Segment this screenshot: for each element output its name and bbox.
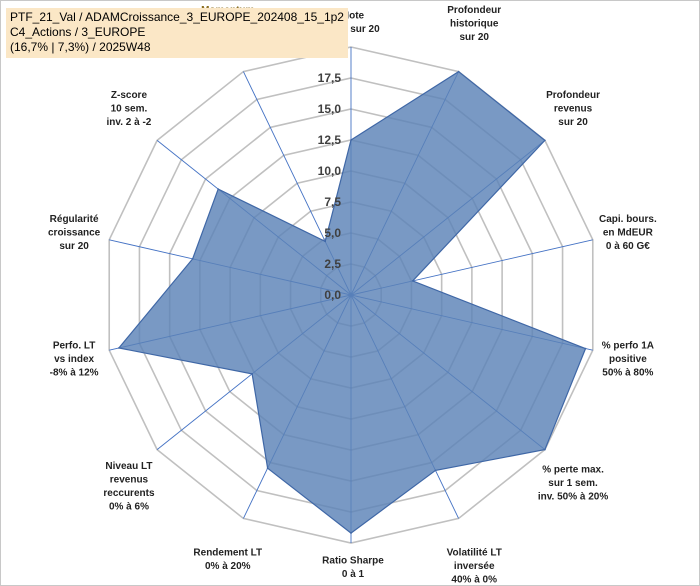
axis-label: Note ESG sur 20 [326, 11, 380, 36]
axis-label: Ratio Sharpe 0 à 1 [322, 556, 384, 581]
tick-label: 7,5 [324, 195, 341, 209]
tick-label: 2,5 [324, 257, 341, 271]
axis-label: Capi. bours. en MdEUR 0 à 60 G€ [599, 214, 657, 252]
title-line-3: (16,7% | 7,3%) / 2025W48 [10, 40, 151, 54]
data-point [251, 373, 253, 375]
tick-label: 17,5 [318, 71, 342, 85]
title-line-1: PTF_21_Val / ADAMCroissance_3_EUROPE_202… [10, 10, 344, 24]
data-point [324, 240, 326, 243]
axis-label: Profondeur revenus sur 20 [546, 90, 600, 128]
tick-label: 0,0 [324, 288, 341, 302]
tick-label: 5,0 [324, 226, 341, 240]
axis-label: Z-score 10 sem. inv. 2 à -2 [107, 90, 152, 128]
data-point [411, 280, 414, 282]
axis-label: Profondeur historique sur 20 [447, 5, 501, 43]
data-point [457, 70, 460, 73]
data-point [544, 448, 546, 451]
axis-label: Volatilité LT inversée 40% à 0% [447, 547, 502, 585]
chart-title: PTF_21_Val / ADAMCroissance_3_EUROPE_202… [6, 8, 348, 58]
axis-label: Rendement LT 0% à 20% [193, 547, 262, 572]
data-series-area [117, 70, 587, 534]
tick-label: 15,0 [318, 102, 342, 116]
axis-label: Perfo. LT vs index -8% à 12% [50, 340, 99, 378]
data-point [118, 347, 120, 349]
axis-label: Niveau LT revenus reccurents 0% à 6% [103, 461, 155, 513]
data-point [584, 347, 587, 350]
data-point [266, 467, 269, 469]
axis-label: % perte max. sur 1 sem. inv. 50% à 20% [538, 464, 609, 502]
tick-label: 10,0 [318, 164, 342, 178]
axis-label: % perfo 1A positive 50% à 80% [602, 340, 654, 378]
data-point [191, 258, 194, 260]
data-point [434, 469, 437, 472]
tick-label: 12,5 [318, 133, 342, 147]
axis-label: Régularité croissance sur 20 [48, 214, 101, 252]
title-line-2: C4_Actions / 3_EUROPE [10, 25, 146, 39]
data-point [544, 139, 546, 142]
data-point [217, 188, 219, 190]
data-point [350, 532, 352, 534]
data-point [350, 139, 352, 141]
